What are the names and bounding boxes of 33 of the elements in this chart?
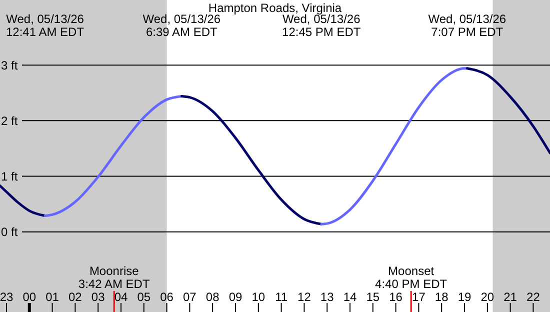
x-tick-label: 05: [137, 290, 151, 304]
y-tick-label: 0 ft: [1, 225, 18, 240]
x-tick-label: 12: [298, 290, 312, 304]
x-tick-label: 18: [434, 290, 449, 304]
x-tick-label: 22: [526, 290, 540, 304]
chart-title: Hampton Roads, Virginia: [208, 1, 342, 15]
x-tick-label: 01: [46, 290, 60, 304]
x-tick-label: 13: [320, 290, 334, 304]
x-tick-label: 03: [91, 290, 106, 304]
x-tick-label: 09: [228, 290, 242, 304]
ref-line-label: Moonset 4:40 PM EDT: [375, 264, 448, 291]
x-tick-label: 06: [160, 290, 174, 304]
x-tick-label: 11: [275, 290, 288, 304]
x-tick-label: 17: [412, 290, 426, 304]
y-tick-label: 2 ft: [1, 114, 18, 128]
annotation: Wed, 05/13/26 6:39 AM EDT: [142, 12, 221, 39]
x-tick-label: 21: [504, 290, 518, 304]
x-tick-label: 10: [252, 290, 266, 304]
x-tick-label: 15: [366, 290, 380, 304]
x-tick-label: 16: [389, 290, 403, 304]
annotation: Wed, 05/13/26 12:41 AM EDT: [6, 12, 85, 39]
annotation: Wed, 05/13/26 7:07 PM EDT: [428, 12, 506, 39]
y-tick-label: 3 ft: [1, 58, 18, 72]
ref-line-label: Moonrise 3:42 AM EDT: [78, 264, 150, 291]
x-tick-label: 20: [480, 290, 494, 304]
x-tick-label: 14: [343, 290, 357, 304]
x-tick-label: 07: [183, 290, 197, 304]
x-tick-label: 08: [206, 290, 220, 304]
x-tick-label: 23: [0, 290, 14, 304]
x-tick-label: 02: [68, 290, 82, 304]
y-tick-label: 1 ft: [1, 170, 18, 184]
x-tick-label: 00: [22, 290, 36, 304]
x-tick-label: 19: [458, 290, 472, 304]
